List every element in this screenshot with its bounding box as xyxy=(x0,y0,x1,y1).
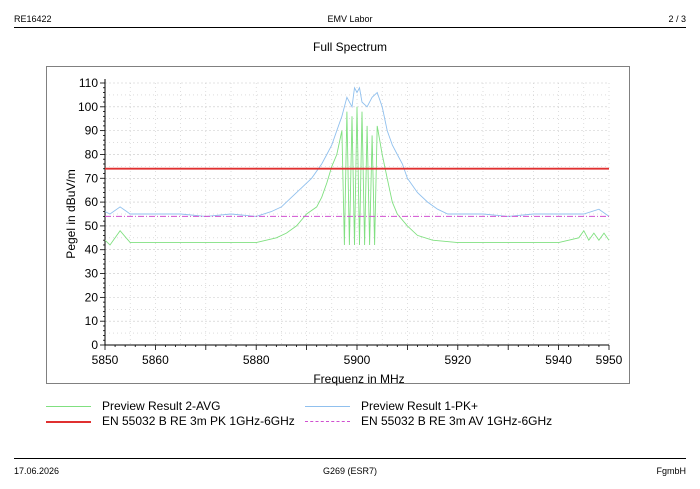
x-tick-label: 5900 xyxy=(344,353,371,367)
legend-swatch-limit-pk xyxy=(46,421,91,423)
legend-swatch-limit-av xyxy=(305,421,350,422)
y-tick-label: 30 xyxy=(85,267,99,281)
report-date: 17.06.2026 xyxy=(14,466,60,476)
y-tick-label: 10 xyxy=(85,314,99,328)
company-name: FgmbH xyxy=(656,466,686,476)
y-tick-label: 50 xyxy=(85,219,99,233)
report-id: RE16422 xyxy=(14,14,52,24)
footer-divider xyxy=(14,458,686,459)
y-tick-label: 60 xyxy=(85,195,99,209)
lab-name: EMV Labor xyxy=(327,14,373,24)
x-axis-title: Frequenz in MHz xyxy=(313,372,404,386)
legend-swatch-avg xyxy=(46,406,91,407)
x-tick-label: 5940 xyxy=(545,353,572,367)
x-tick-label: 5920 xyxy=(444,353,471,367)
y-tick-label: 70 xyxy=(85,171,99,185)
legend-label-limit-av: EN 55032 B RE 3m AV 1GHz-6GHz xyxy=(361,414,553,428)
y-tick-label: 110 xyxy=(79,76,98,90)
series-pk-line xyxy=(104,86,610,217)
x-tick-label: 5950 xyxy=(596,353,623,367)
y-tick-label: 80 xyxy=(85,147,99,161)
y-tick-label: 40 xyxy=(85,243,99,257)
page-number: 2 / 3 xyxy=(668,14,686,24)
legend-swatch-pk xyxy=(305,406,350,407)
y-axis-title: Pegel in dBuV/m xyxy=(64,169,78,258)
y-tick-label: 20 xyxy=(85,290,99,304)
x-tick-label: 5880 xyxy=(243,353,270,367)
chart-frame xyxy=(46,66,630,384)
chart-title: Full Spectrum xyxy=(312,40,388,54)
legend-label-limit-pk: EN 55032 B RE 3m PK 1GHz-6GHz xyxy=(102,414,295,428)
x-tick-label: 5860 xyxy=(142,353,169,367)
y-tick-label: 90 xyxy=(85,124,99,138)
legend-label-pk: Preview Result 1-PK+ xyxy=(361,399,479,413)
device-id: G269 (ESR7) xyxy=(322,466,378,476)
y-tick-label: 0 xyxy=(91,338,98,352)
series-avg-line xyxy=(104,106,610,246)
y-tick-label: 100 xyxy=(78,100,98,114)
legend-label-avg: Preview Result 2-AVG xyxy=(102,399,221,413)
x-tick-label: 5850 xyxy=(92,353,119,367)
header-divider xyxy=(14,27,686,28)
